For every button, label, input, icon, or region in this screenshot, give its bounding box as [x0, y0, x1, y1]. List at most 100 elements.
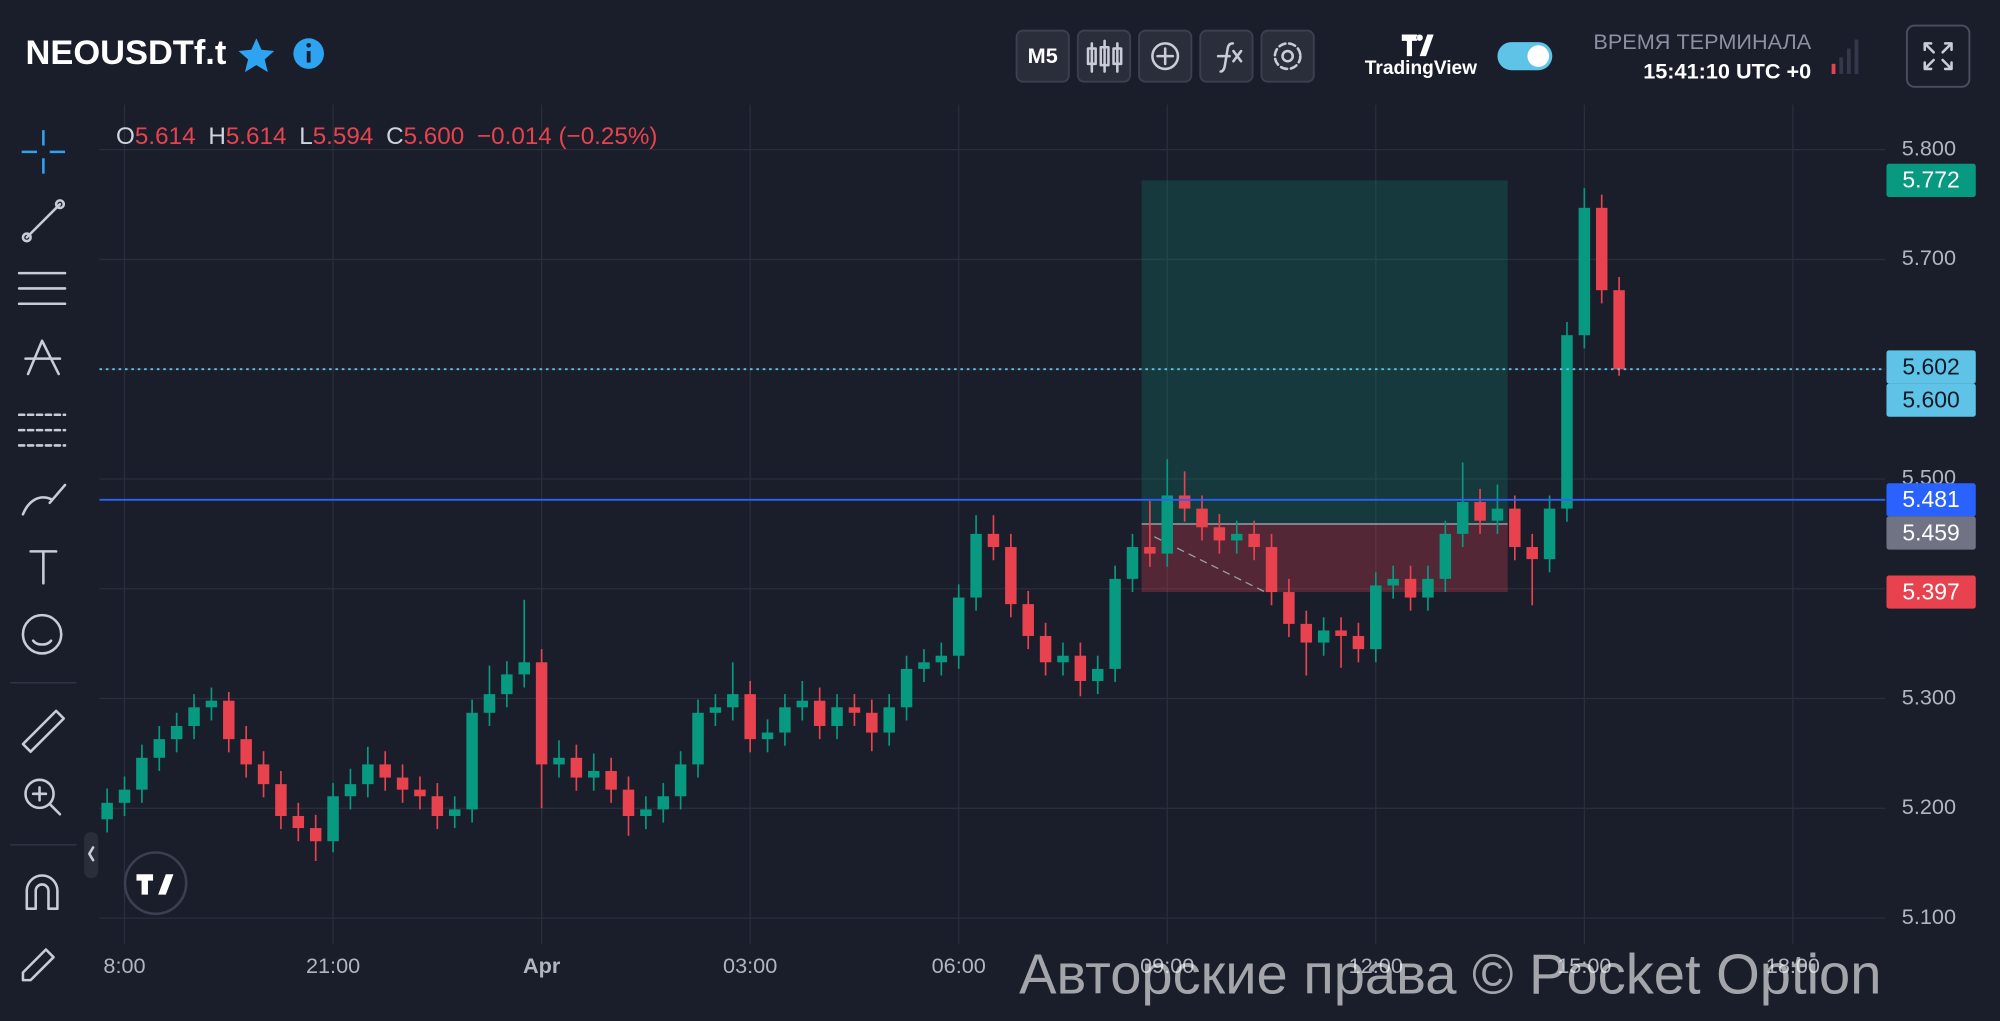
- signal-bar: [1839, 57, 1844, 75]
- x-tick-label: 8:00: [103, 953, 145, 978]
- settings-icon: [1273, 42, 1302, 71]
- candle-body: [1370, 585, 1382, 650]
- ohlc-change: −0.014 (−0.25%): [477, 123, 657, 150]
- price-tag: [1886, 516, 1976, 550]
- candle-body: [431, 796, 444, 816]
- candle-body: [866, 712, 878, 733]
- toggle-knob: [1527, 45, 1550, 68]
- price-tag: [1886, 483, 1976, 517]
- candle-body: [848, 707, 861, 713]
- trendline-tool[interactable]: [25, 202, 62, 239]
- candle-body: [900, 668, 913, 708]
- candle-body: [970, 533, 982, 598]
- candle-body: [1317, 630, 1330, 643]
- fullscreen-icon: [1923, 42, 1953, 71]
- candle-body: [344, 784, 357, 797]
- price-tag-label: 5.481: [1902, 486, 1959, 512]
- candle-body: [1161, 495, 1173, 554]
- favorite-star[interactable]: [238, 38, 275, 73]
- candle-body: [1144, 547, 1156, 554]
- zoom-tool[interactable]: [24, 778, 55, 810]
- y-tick-label: 5.200: [1902, 794, 1956, 819]
- candle-body: [1091, 668, 1104, 681]
- candle-body: [692, 712, 704, 765]
- candle-body: [1474, 502, 1486, 521]
- candle-body: [935, 655, 948, 663]
- price-tag-label: 5.602: [1902, 353, 1959, 379]
- candle-body: [709, 707, 722, 713]
- candle-body: [952, 597, 965, 656]
- candle-body: [240, 739, 252, 765]
- candle-body: [1213, 527, 1226, 541]
- candle-body: [205, 700, 218, 708]
- position-path: [1154, 536, 1266, 593]
- candle-body: [327, 796, 339, 842]
- tool-glyph: [88, 846, 95, 862]
- ruler-tool[interactable]: [21, 709, 66, 753]
- timeframe: M5: [1028, 43, 1058, 68]
- info-glyph: [306, 51, 311, 63]
- candle-body: [1422, 578, 1434, 598]
- brush-tool[interactable]: [21, 483, 67, 516]
- price-tag: [1886, 383, 1976, 417]
- price-tag-label: 5.772: [1902, 167, 1959, 193]
- crosshair-tool[interactable]: [21, 130, 66, 174]
- candle-body: [1300, 623, 1313, 643]
- candle-body: [1578, 207, 1591, 336]
- add-icon: [1151, 42, 1180, 71]
- candle-body: [605, 770, 617, 790]
- signal-bar: [1846, 48, 1851, 75]
- candle-body: [101, 802, 113, 820]
- candle-body: [1335, 630, 1347, 636]
- terminal-time-label: ВРЕМЯ ТЕРМИНАЛА: [1593, 29, 1811, 54]
- fib-tool[interactable]: [17, 271, 67, 306]
- tool-glyph: [21, 232, 32, 243]
- price-lines: [99, 368, 1886, 501]
- terminal-time: 15:41:10 UTC +0: [1643, 58, 1811, 83]
- x-tick-label: 21:00: [306, 953, 360, 978]
- candle-body: [1526, 547, 1538, 560]
- price-tag-label: 5.600: [1902, 387, 1959, 413]
- ohlc-key: H: [208, 123, 226, 150]
- add-icon: [1156, 47, 1175, 66]
- candle-body: [188, 707, 200, 726]
- candle-body: [779, 707, 791, 733]
- emoji-tool[interactable]: [21, 613, 63, 655]
- chart-type-icon: [1086, 39, 1123, 73]
- candle-body: [501, 674, 513, 695]
- timeframe-button[interactable]: [1015, 29, 1070, 83]
- candle-body: [657, 796, 670, 810]
- candle-body: [1074, 655, 1087, 681]
- fullscreen-button[interactable]: [1905, 24, 1971, 88]
- candle-body: [674, 764, 687, 797]
- candle-body: [1352, 635, 1365, 650]
- candle-body: [1613, 290, 1625, 370]
- candle-body: [1196, 508, 1208, 528]
- projection-tool[interactable]: [17, 413, 67, 447]
- price-tag: [1886, 575, 1976, 609]
- text-tool[interactable]: [29, 550, 58, 585]
- candle-body: [744, 694, 756, 740]
- settings-button[interactable]: [1260, 29, 1315, 83]
- candle-body: [570, 757, 583, 778]
- candle-body: [309, 828, 322, 842]
- x-tick-label: 03:00: [723, 953, 777, 978]
- ohlc-value: 5.600: [404, 123, 465, 150]
- indicators-icon: [1216, 42, 1235, 73]
- lock-tool[interactable]: [21, 948, 55, 982]
- tv-badge-logo: [136, 874, 174, 895]
- candle-body: [553, 757, 565, 765]
- candle-body: [379, 764, 391, 778]
- pattern-tool[interactable]: [24, 339, 62, 376]
- magnet-tool[interactable]: [25, 874, 59, 910]
- candle-body: [918, 662, 930, 669]
- price-tags: 5.772 5.602 5.600 5.481 5.459 5.397: [1886, 163, 1976, 609]
- candle-body: [362, 764, 374, 785]
- candle-body: [1561, 335, 1573, 509]
- indicators-icon: [1232, 49, 1243, 63]
- loss-zone: [1141, 523, 1508, 593]
- x-tick-label: 15:00: [1557, 953, 1611, 978]
- tv-badge[interactable]: [123, 851, 188, 916]
